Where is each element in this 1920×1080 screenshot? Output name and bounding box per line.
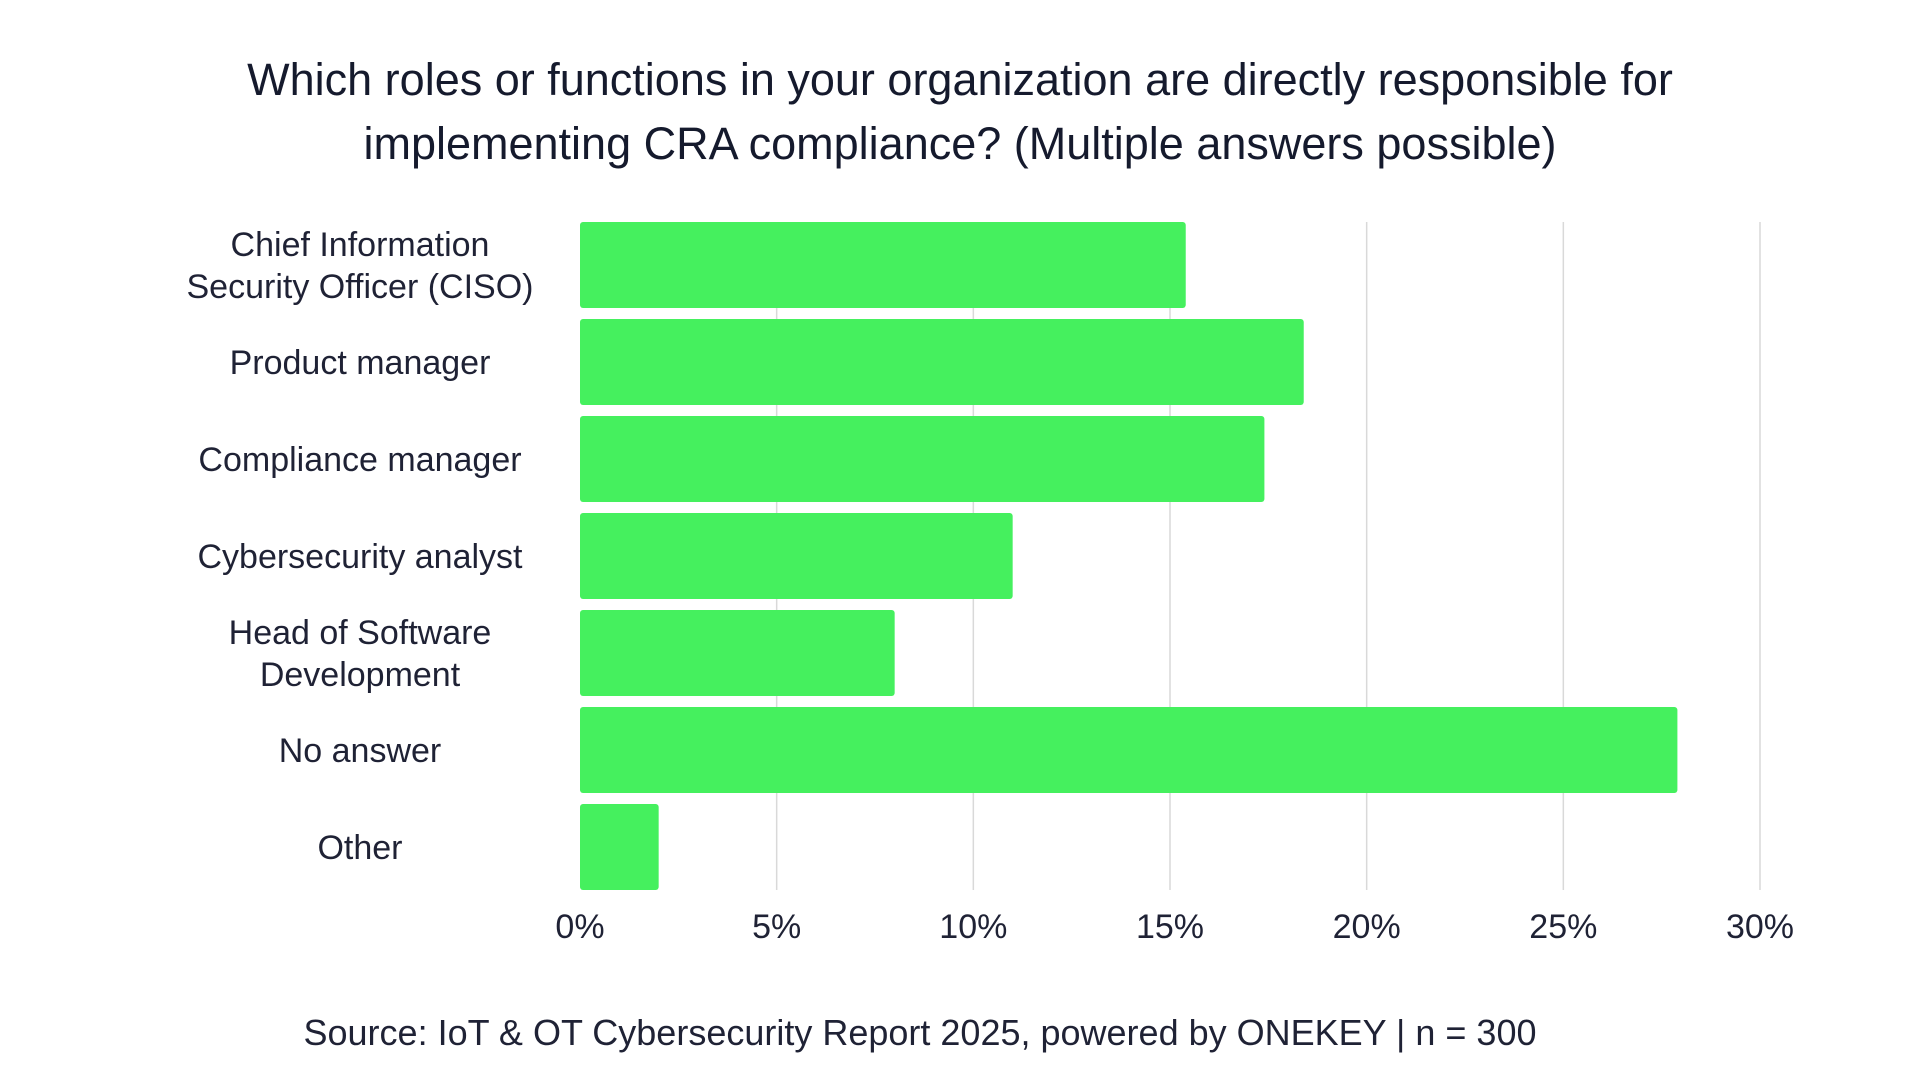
x-tick-label-1: 5% (752, 908, 801, 946)
bar-5 (580, 707, 1678, 793)
x-tick-label-3: 15% (1136, 908, 1204, 946)
bar-6 (580, 804, 659, 890)
category-label-4: Head of Software Development (229, 614, 492, 694)
category-label-2: Compliance manager (198, 441, 521, 479)
category-label-5: No answer (279, 732, 442, 770)
bar-1 (580, 319, 1304, 405)
x-tick-label-6: 30% (1726, 908, 1794, 946)
x-tick-label-4: 20% (1333, 908, 1401, 946)
category-label-3: Cybersecurity analyst (197, 538, 523, 576)
category-label-1: Product manager (230, 344, 491, 382)
x-tick-label-0: 0% (555, 908, 604, 946)
bar-3 (580, 513, 1013, 599)
category-label-6: Other (317, 829, 402, 867)
x-tick-label-5: 25% (1529, 908, 1597, 946)
bar-4 (580, 610, 895, 696)
chart-title: Which roles or functions in your organiz… (247, 54, 1673, 169)
category-label-0: Chief Information Security Officer (CISO) (187, 226, 534, 306)
bar-2 (580, 416, 1265, 502)
bar-0 (580, 222, 1186, 308)
x-tick-label-2: 10% (939, 908, 1007, 946)
source-note: Source: IoT & OT Cybersecurity Report 20… (303, 1012, 1537, 1053)
